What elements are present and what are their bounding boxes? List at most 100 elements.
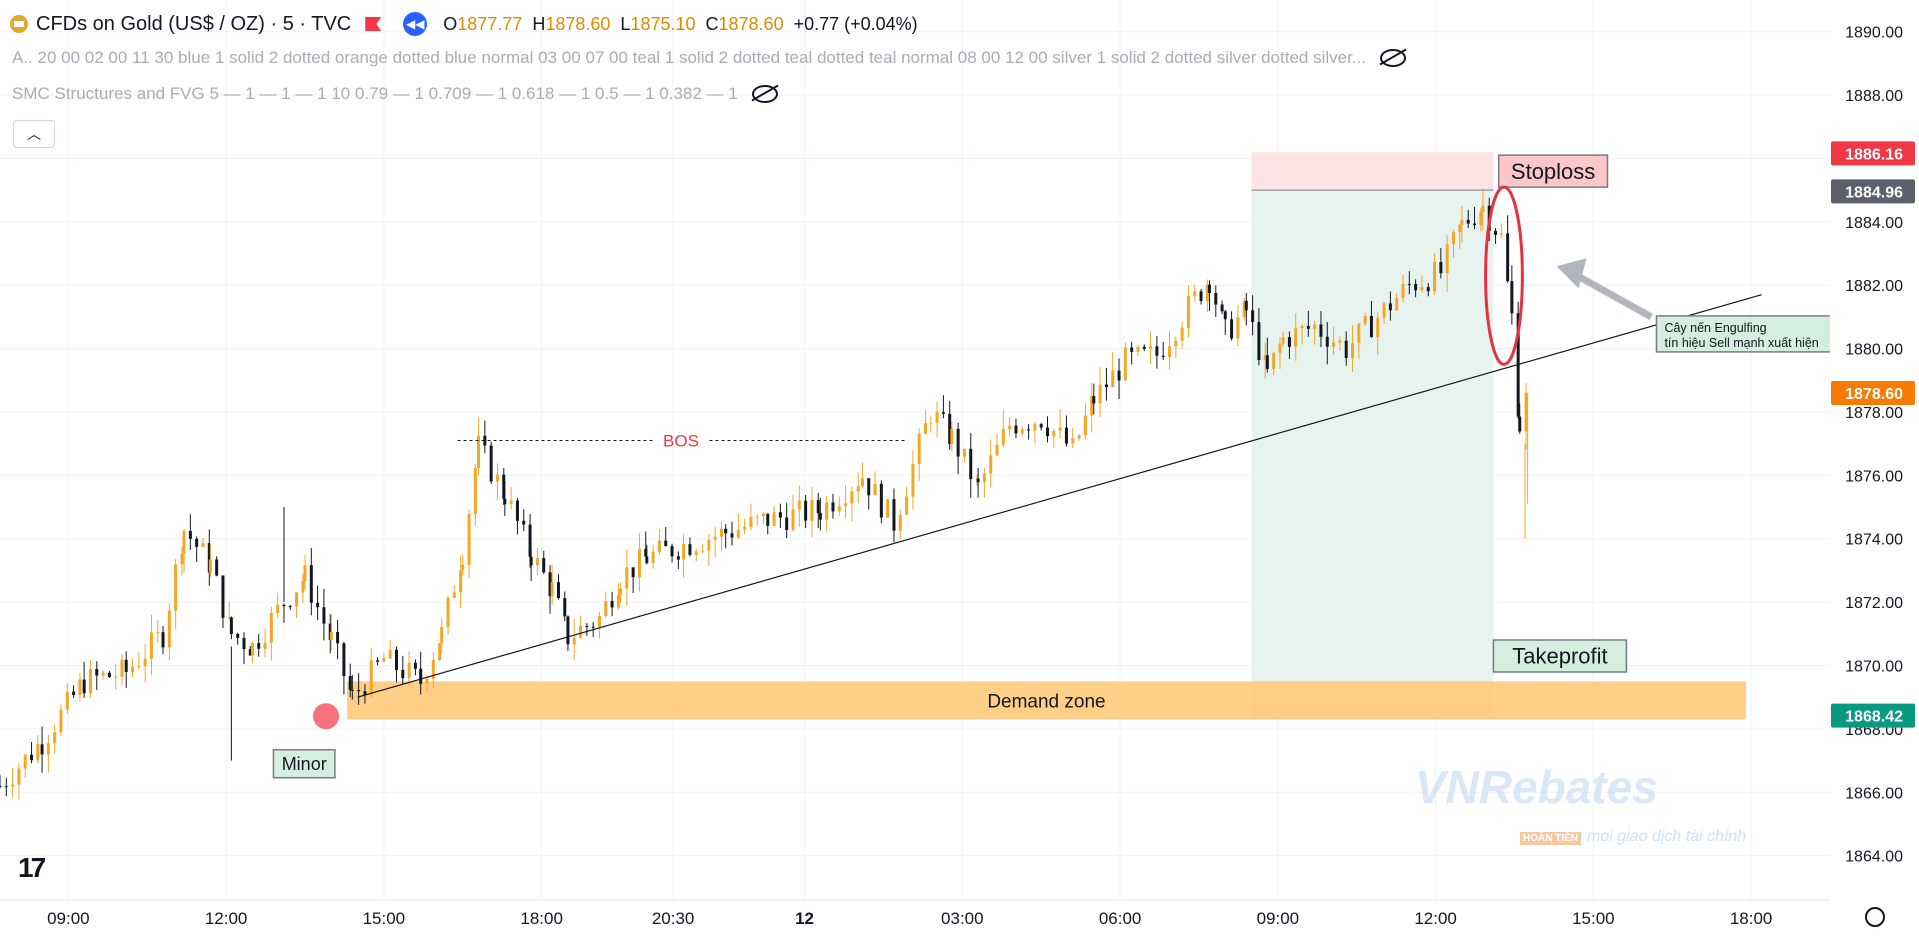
candle-body (1363, 316, 1367, 324)
y-tick-label: 1870.00 (1845, 658, 1903, 675)
candle-body (137, 666, 141, 668)
candle-body (1294, 328, 1298, 347)
candle-body (467, 513, 471, 565)
candle-body (785, 517, 789, 531)
tradingview-logo-icon[interactable]: 17 (18, 852, 46, 883)
candle-body (529, 556, 533, 566)
gear-icon[interactable] (1865, 907, 1885, 927)
candle-body (1395, 298, 1399, 311)
candle-body (425, 678, 429, 684)
chart-annotations: BOS Demand zone Stoploss Takeprofit Minor Cây… (272, 154, 1854, 779)
candle-body (78, 679, 82, 696)
candle-body (1223, 311, 1227, 320)
demand-zone (347, 681, 1746, 720)
candle-body (924, 423, 928, 435)
flag-icon[interactable] (365, 17, 382, 31)
candle-body (701, 550, 705, 552)
candle-body (229, 617, 233, 634)
candle-body (1064, 427, 1068, 444)
candle-body (376, 660, 380, 662)
candle-body (956, 428, 960, 457)
candle-body (1142, 346, 1146, 349)
engulf-note-line1: Cây nến Engulfing (1664, 321, 1766, 335)
candle-body (644, 548, 648, 557)
candle-body (522, 520, 526, 525)
y-tick-label: 1880.00 (1845, 342, 1903, 359)
close-value: 1878.60 (718, 13, 784, 34)
candle-body (886, 499, 890, 518)
y-tick-label: 1884.00 (1845, 215, 1903, 232)
price-label: 1886.16 (1845, 146, 1903, 163)
open-value: 1877.77 (457, 13, 523, 34)
candle-body (395, 649, 398, 670)
candle-body (1263, 355, 1267, 361)
price-label: 1868.42 (1845, 709, 1903, 726)
indicator-legend-1[interactable]: A.. 20 00 02 00 11 30 blue 1 solid 2 dot… (12, 48, 1406, 68)
candle-body (143, 658, 147, 667)
candle-body (288, 606, 292, 608)
candle-body (1186, 295, 1190, 328)
candle-body (149, 632, 153, 659)
candle-body (810, 500, 814, 521)
candle-body (713, 536, 717, 540)
takeprofit-label: Takeprofit (1512, 644, 1607, 669)
x-tick-label: 06:00 (1099, 909, 1142, 928)
candle-body (616, 595, 620, 608)
takeprofit-zone (1251, 190, 1494, 720)
x-tick-label: 20:30 (652, 909, 695, 928)
candle-body (1407, 283, 1411, 285)
candle-body (221, 575, 225, 618)
candle-body (114, 676, 118, 678)
candle-body (837, 506, 841, 512)
eye-off-icon[interactable] (751, 85, 778, 103)
candle-body (1524, 392, 1528, 432)
candle-body (1265, 355, 1269, 369)
candle-body (911, 464, 915, 497)
candle-body (30, 754, 34, 761)
candle-body (167, 610, 171, 648)
symbol-title[interactable]: CFDs on Gold (US$ / OZ) · 5 · TVC (36, 12, 352, 35)
candle-body (303, 565, 307, 582)
candle-body (263, 642, 267, 649)
candle-body (382, 658, 386, 662)
candle-body (1149, 346, 1153, 349)
high-value: 1878.60 (545, 13, 611, 34)
collapse-legend-button[interactable]: ︿ (13, 120, 55, 148)
candle-body (459, 570, 463, 593)
candle-body (502, 474, 506, 499)
candle-body (65, 691, 69, 710)
candle-body (473, 467, 477, 514)
gold-symbol-icon (10, 15, 28, 33)
replay-icon[interactable]: ◀◀ (403, 12, 428, 36)
indicator-legend-2[interactable]: SMC Structures and FVG 5 — 1 — 1 — 1 10 … (12, 84, 778, 104)
candle-body (572, 637, 576, 645)
y-tick-label: 1872.00 (1845, 595, 1903, 612)
minor-marker (313, 703, 340, 730)
arrow-shaft (1572, 271, 1653, 320)
candle-body (1420, 287, 1424, 291)
candle-body (182, 530, 186, 554)
candle-body (124, 659, 128, 672)
candle-body (1473, 223, 1477, 225)
candle-body (1433, 261, 1437, 292)
candle-body (242, 637, 246, 650)
candle-body (1481, 205, 1485, 213)
candle-body (528, 524, 532, 557)
candle-body (1136, 346, 1140, 352)
demand-zone-label: Demand zone (987, 691, 1105, 712)
candle-body (1426, 287, 1430, 292)
candle-body (816, 500, 820, 514)
stoploss-label-box (1497, 154, 1609, 188)
candle-body (348, 676, 352, 690)
watermark-slogan: HOÀN TIỀN mọi giao dịch tài chính (1520, 828, 1746, 846)
eye-off-icon[interactable] (1380, 49, 1406, 67)
candle-body (873, 483, 877, 496)
x-tick-label: 15:00 (363, 909, 406, 928)
candle-body (195, 538, 199, 547)
candle-body (1351, 343, 1355, 358)
candle-body (1104, 384, 1108, 388)
price-label-bg (1831, 179, 1915, 204)
candle-body (452, 592, 456, 598)
price-label: 1878.60 (1845, 386, 1903, 403)
